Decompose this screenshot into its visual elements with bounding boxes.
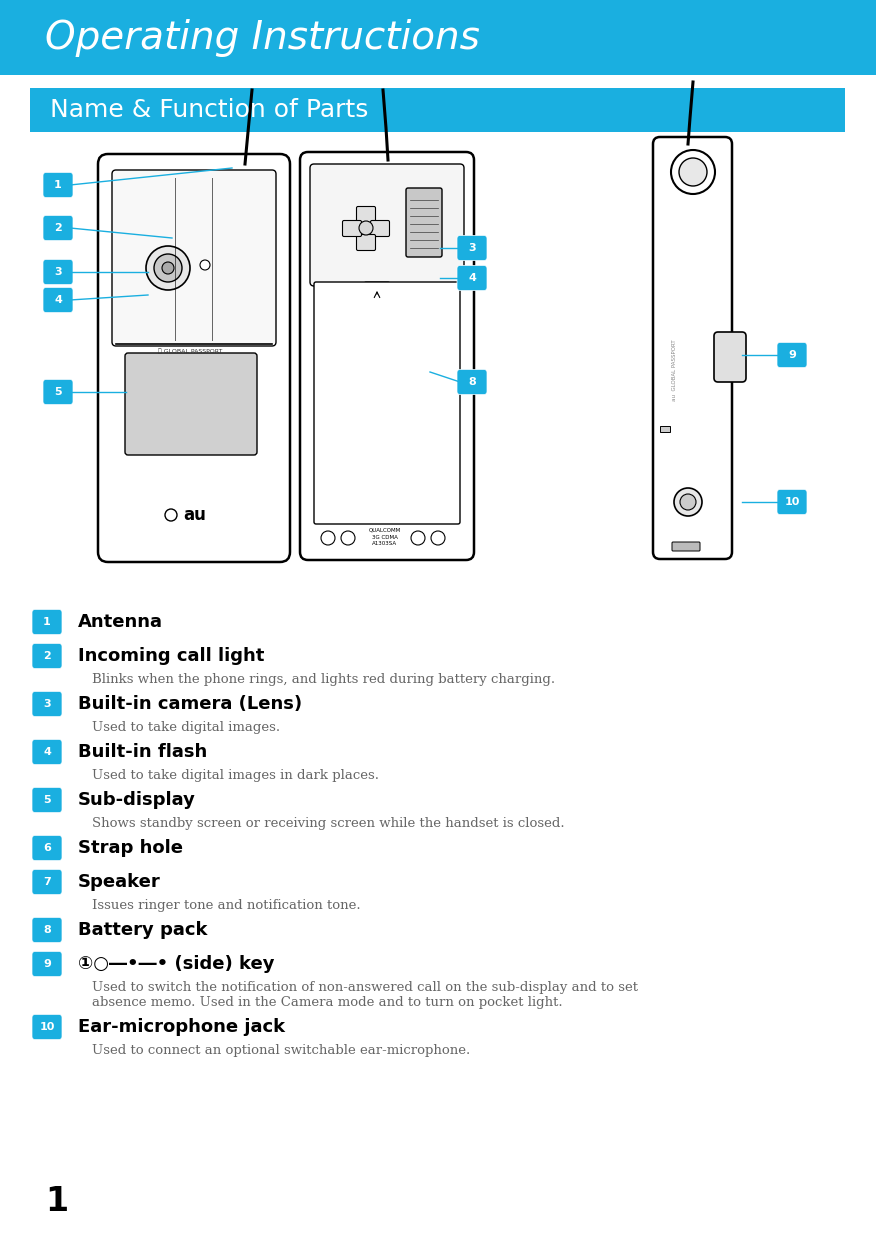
FancyBboxPatch shape xyxy=(653,136,732,559)
Text: 1: 1 xyxy=(54,180,62,190)
FancyBboxPatch shape xyxy=(32,836,62,861)
Text: Name & Function of Parts: Name & Function of Parts xyxy=(50,98,369,122)
Text: Used to connect an optional switchable ear-microphone.: Used to connect an optional switchable e… xyxy=(92,1044,470,1056)
Text: au  GLOBAL PASSPORT: au GLOBAL PASSPORT xyxy=(673,340,677,401)
Circle shape xyxy=(200,260,210,270)
FancyBboxPatch shape xyxy=(457,236,487,260)
Text: Built-in flash: Built-in flash xyxy=(78,743,208,761)
Text: Ear-microphone jack: Ear-microphone jack xyxy=(78,1018,285,1035)
Text: Antenna: Antenna xyxy=(78,613,163,631)
Text: Speaker: Speaker xyxy=(78,873,161,892)
Text: Used to switch the notification of non-answered call on the sub-display and to s: Used to switch the notification of non-a… xyxy=(92,981,638,994)
FancyBboxPatch shape xyxy=(43,172,73,197)
Text: ①○―•―• (side) key: ①○―•―• (side) key xyxy=(78,955,274,973)
Text: Blinks when the phone rings, and lights red during battery charging.: Blinks when the phone rings, and lights … xyxy=(92,673,555,686)
Text: 4: 4 xyxy=(468,273,476,283)
Text: 8: 8 xyxy=(468,377,476,387)
Text: 3: 3 xyxy=(43,699,51,709)
Circle shape xyxy=(321,531,335,546)
FancyBboxPatch shape xyxy=(406,188,442,257)
Text: au: au xyxy=(184,506,207,525)
Text: 5: 5 xyxy=(43,795,51,805)
Circle shape xyxy=(411,531,425,546)
FancyBboxPatch shape xyxy=(364,281,390,303)
Circle shape xyxy=(674,489,702,516)
FancyBboxPatch shape xyxy=(32,951,62,977)
FancyBboxPatch shape xyxy=(457,265,487,290)
Text: Used to take digital images in dark places.: Used to take digital images in dark plac… xyxy=(92,769,379,782)
FancyBboxPatch shape xyxy=(43,216,73,241)
FancyBboxPatch shape xyxy=(777,342,807,367)
FancyBboxPatch shape xyxy=(777,490,807,515)
Text: Operating Instructions: Operating Instructions xyxy=(45,19,480,57)
Bar xyxy=(0,0,876,74)
Text: 8: 8 xyxy=(43,925,51,935)
Text: 1: 1 xyxy=(45,1185,68,1218)
FancyBboxPatch shape xyxy=(672,542,700,551)
Circle shape xyxy=(680,494,696,510)
Circle shape xyxy=(154,254,182,281)
Text: Strap hole: Strap hole xyxy=(78,839,183,857)
Text: 4: 4 xyxy=(43,746,51,756)
Circle shape xyxy=(671,150,715,193)
Circle shape xyxy=(165,508,177,521)
Text: 10: 10 xyxy=(784,497,800,507)
Text: 5: 5 xyxy=(54,387,62,397)
FancyBboxPatch shape xyxy=(357,207,376,222)
FancyBboxPatch shape xyxy=(714,332,746,382)
Text: Built-in camera (Lens): Built-in camera (Lens) xyxy=(78,694,302,713)
FancyBboxPatch shape xyxy=(32,739,62,765)
Text: 3: 3 xyxy=(54,267,62,277)
Text: 2: 2 xyxy=(54,223,62,233)
Text: absence memo. Used in the Camera mode and to turn on pocket light.: absence memo. Used in the Camera mode an… xyxy=(92,996,562,1009)
FancyBboxPatch shape xyxy=(357,234,376,250)
Text: Sub-display: Sub-display xyxy=(78,791,196,808)
Circle shape xyxy=(431,531,445,546)
FancyBboxPatch shape xyxy=(32,869,62,894)
Text: Issues ringer tone and notification tone.: Issues ringer tone and notification tone… xyxy=(92,899,361,911)
FancyBboxPatch shape xyxy=(112,170,276,346)
FancyBboxPatch shape xyxy=(371,221,390,237)
FancyBboxPatch shape xyxy=(43,379,73,404)
Text: Used to take digital images.: Used to take digital images. xyxy=(92,720,280,734)
Text: 10: 10 xyxy=(39,1022,54,1032)
FancyBboxPatch shape xyxy=(32,644,62,668)
FancyBboxPatch shape xyxy=(457,370,487,394)
Circle shape xyxy=(341,531,355,546)
Text: 9: 9 xyxy=(43,959,51,968)
Circle shape xyxy=(162,262,174,274)
FancyBboxPatch shape xyxy=(343,221,362,237)
Circle shape xyxy=(359,221,373,236)
Circle shape xyxy=(146,246,190,290)
Bar xyxy=(660,427,670,432)
FancyBboxPatch shape xyxy=(125,353,257,455)
FancyBboxPatch shape xyxy=(32,609,62,635)
Text: Shows standby screen or receiving screen while the handset is closed.: Shows standby screen or receiving screen… xyxy=(92,817,565,830)
Text: 2: 2 xyxy=(43,651,51,661)
Text: 6: 6 xyxy=(43,843,51,853)
Text: Battery pack: Battery pack xyxy=(78,921,208,939)
FancyBboxPatch shape xyxy=(310,164,464,286)
Text: 7: 7 xyxy=(43,877,51,887)
Text: Incoming call light: Incoming call light xyxy=(78,647,265,665)
Text: 9: 9 xyxy=(788,350,796,360)
FancyBboxPatch shape xyxy=(43,288,73,312)
FancyBboxPatch shape xyxy=(32,692,62,717)
FancyBboxPatch shape xyxy=(98,154,290,562)
Circle shape xyxy=(679,157,707,186)
Text: 4: 4 xyxy=(54,295,62,305)
Bar xyxy=(30,88,845,131)
Text: ⓖ GLOBAL PASSPORT: ⓖ GLOBAL PASSPORT xyxy=(158,348,223,353)
FancyBboxPatch shape xyxy=(32,1014,62,1039)
Text: 3: 3 xyxy=(468,243,476,253)
FancyBboxPatch shape xyxy=(314,281,460,525)
Text: 1: 1 xyxy=(43,618,51,627)
FancyBboxPatch shape xyxy=(43,259,73,285)
FancyBboxPatch shape xyxy=(300,153,474,560)
Text: QUALCOMM
3G CDMA
A1303SA: QUALCOMM 3G CDMA A1303SA xyxy=(369,528,401,546)
FancyBboxPatch shape xyxy=(32,787,62,812)
FancyBboxPatch shape xyxy=(32,918,62,942)
